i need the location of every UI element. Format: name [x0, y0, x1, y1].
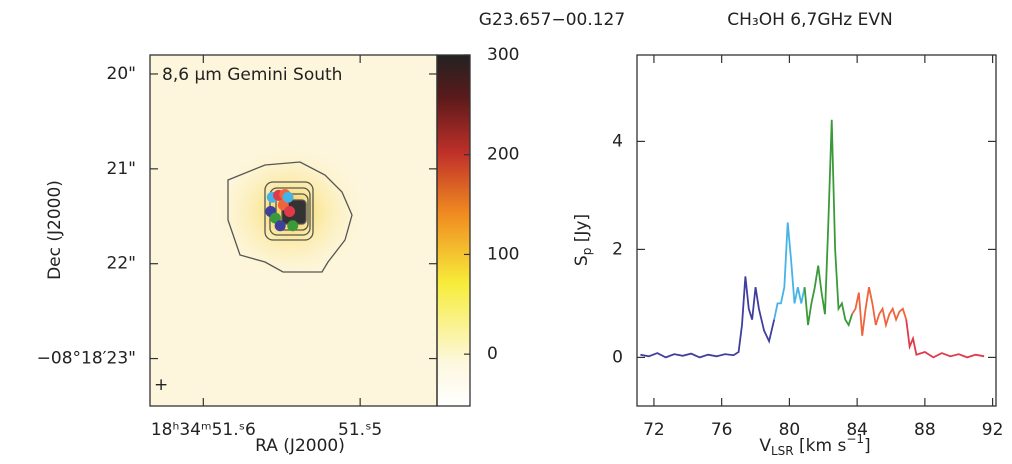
label-part: [Jy] — [572, 214, 592, 248]
label-sub: p — [580, 248, 594, 256]
spectrum-line — [805, 120, 852, 325]
y-axis-label: Dec (J2000) — [45, 180, 65, 280]
x-tick-label: 18ʰ34ᵐ51.ˢ6 — [151, 420, 256, 440]
y-tick-label: 0 — [612, 347, 623, 367]
y-tick-label: −08°18′23" — [37, 349, 136, 369]
maser-spot — [287, 220, 298, 231]
x-tick-label: 84 — [846, 420, 868, 440]
y-tick-label: 20" — [107, 64, 136, 84]
line-name: CH₃OH 6,7GHz EVN — [727, 10, 892, 30]
maser-spot — [275, 220, 286, 231]
y-tick-label: 21" — [107, 159, 136, 179]
label-part: [km s — [794, 436, 847, 456]
beam-marker: + — [154, 375, 168, 395]
x-tick-label: 76 — [711, 420, 733, 440]
y-tick-label: 22" — [107, 254, 136, 274]
spectrum-line — [640, 276, 774, 357]
x-axis-label: RA (J2000) — [255, 436, 345, 456]
y-axis-label: Sp [Jy] — [572, 214, 594, 266]
x-tick-label: 51.ˢ5 — [338, 420, 382, 440]
y-tick-label: 4 — [612, 131, 623, 151]
figure: G23.657−00.127 CH₃OH 6,7GHz EVN + 8,6 μm… — [0, 0, 1012, 464]
y-tick-label: 2 — [612, 239, 623, 259]
maser-spot — [283, 192, 294, 203]
colorbar-tick-label: 0 — [487, 344, 498, 364]
colorbar-tick-label: 300 — [487, 45, 519, 65]
spectrum-line — [906, 320, 984, 358]
x-tick-label: 92 — [982, 420, 1004, 440]
maser-spot — [284, 206, 295, 217]
colorbar-tick-label: 200 — [487, 145, 519, 165]
x-tick-label: 72 — [643, 420, 665, 440]
colorbar — [437, 55, 470, 406]
colorbar-tick-label: 100 — [487, 244, 519, 264]
panel-title: 8,6 μm Gemini South — [162, 65, 342, 85]
x-tick-label: 88 — [914, 420, 936, 440]
x-tick-label: 80 — [779, 420, 801, 440]
spectrum-line — [774, 222, 804, 319]
label-sub: LSR — [771, 444, 794, 458]
spectrum-line — [852, 287, 906, 336]
source-name: G23.657−00.127 — [479, 10, 625, 30]
label-part: V — [759, 436, 771, 456]
label-part: S — [572, 255, 592, 266]
